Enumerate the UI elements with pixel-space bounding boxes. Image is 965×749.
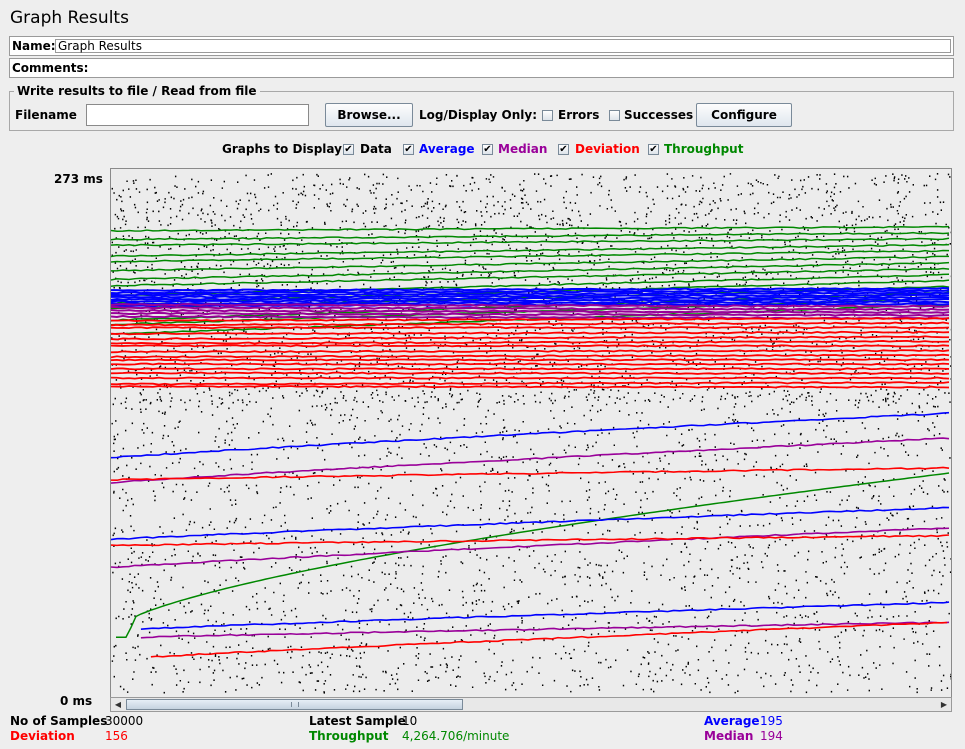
- median-checkbox[interactable]: ✔: [482, 144, 493, 155]
- throughput-line: [111, 255, 950, 272]
- average-line: [111, 411, 950, 459]
- throughput-line: [111, 237, 950, 247]
- configure-button[interactable]: Configure: [696, 103, 792, 127]
- y-min-label: 0 ms: [60, 694, 93, 708]
- y-max-label: 273 ms: [54, 172, 103, 186]
- average-line: [111, 296, 950, 301]
- name-label: Name:: [12, 39, 56, 53]
- deviation-line: [111, 349, 950, 354]
- deviation-line: [111, 330, 950, 336]
- throughput-legend-label: Throughput: [664, 142, 744, 156]
- throughput-line: [111, 261, 950, 281]
- average-line: [140, 601, 950, 630]
- median-line: [111, 308, 950, 314]
- name-input[interactable]: Graph Results: [55, 39, 951, 53]
- deviation-checkbox[interactable]: ✔: [558, 144, 569, 155]
- deviation-line: [111, 339, 950, 345]
- name-row: Name: Graph Results: [9, 36, 954, 56]
- page-title: Graph Results: [10, 8, 129, 28]
- throughput-trend-line: [115, 472, 950, 638]
- average-line: [111, 286, 950, 292]
- filename-label: Filename: [15, 108, 77, 122]
- successes-checkbox[interactable]: [609, 110, 620, 121]
- latest-sample-label: Latest Sample: [309, 714, 406, 728]
- deviation-line: [111, 358, 950, 362]
- comments-label: Comments:: [12, 61, 89, 75]
- samples-value: 30000: [105, 714, 144, 728]
- deviation-line: [111, 335, 950, 341]
- scrollbar-thumb[interactable]: [126, 699, 463, 710]
- file-panel-legend: Write results to file / Read from file: [14, 84, 260, 98]
- throughput-stat-label: Throughput: [309, 729, 389, 743]
- median-line: [111, 305, 950, 311]
- deviation-legend-label: Deviation: [575, 142, 640, 156]
- deviation-line: [111, 534, 950, 547]
- latest-sample-value: 10: [402, 714, 418, 728]
- deviation-line: [150, 621, 948, 658]
- grip-icon: [291, 702, 299, 707]
- average-line: [111, 293, 950, 299]
- deviation-line: [111, 317, 950, 322]
- median-line: [111, 303, 950, 308]
- deviation-line: [111, 321, 950, 327]
- scroll-left-icon[interactable]: ◀: [114, 700, 122, 709]
- deviation-stat-value: 156: [105, 729, 128, 743]
- median-line: [111, 527, 950, 569]
- horizontal-scrollbar[interactable]: ◀ ▶: [110, 697, 952, 712]
- filename-input[interactable]: [86, 104, 309, 126]
- average-checkbox[interactable]: ✔: [403, 144, 414, 155]
- average-line: [111, 289, 950, 295]
- deviation-line: [111, 385, 950, 389]
- errors-checkbox[interactable]: [542, 110, 553, 121]
- throughput-line: [111, 225, 950, 233]
- graph-plot: [110, 168, 952, 698]
- throughput-stat-value: 4,264.706/minute: [402, 729, 510, 743]
- throughput-line: [111, 249, 950, 263]
- average-line: [111, 302, 950, 308]
- deviation-line: [111, 367, 950, 371]
- file-panel: [9, 91, 954, 131]
- errors-label: Errors: [558, 108, 600, 122]
- deviation-line: [111, 381, 950, 386]
- deviation-line: [111, 466, 950, 482]
- median-stat-value: 194: [760, 729, 783, 743]
- data-checkbox[interactable]: ✔: [343, 144, 354, 155]
- comments-input[interactable]: [85, 61, 951, 75]
- deviation-line: [111, 353, 950, 359]
- browse-button[interactable]: Browse...: [325, 103, 413, 127]
- samples-label: No of Samples: [10, 714, 108, 728]
- deviation-line: [111, 376, 950, 380]
- median-line: [140, 621, 950, 639]
- throughput-line: [111, 267, 950, 287]
- graphs-to-display-label: Graphs to Display: [222, 142, 342, 156]
- deviation-line: [111, 344, 950, 348]
- median-line: [111, 437, 950, 484]
- average-line: [111, 506, 950, 541]
- scroll-right-icon[interactable]: ▶: [940, 700, 948, 709]
- deviation-line: [111, 362, 950, 366]
- throughput-checkbox[interactable]: ✔: [648, 144, 659, 155]
- average-stat-label: Average: [704, 714, 760, 728]
- median-legend-label: Median: [498, 142, 548, 156]
- deviation-stat-label: Deviation: [10, 729, 75, 743]
- deviation-line: [111, 371, 950, 375]
- data-legend-label: Data: [360, 142, 392, 156]
- throughput-line: [111, 231, 950, 241]
- successes-label: Successes: [624, 108, 694, 122]
- deviation-line: [111, 326, 950, 330]
- average-line: [111, 291, 950, 297]
- average-line: [111, 298, 950, 303]
- average-stat-value: 195: [760, 714, 783, 728]
- comments-row: Comments:: [9, 58, 954, 78]
- median-stat-label: Median: [704, 729, 754, 743]
- log-display-label: Log/Display Only:: [419, 108, 537, 122]
- average-legend-label: Average: [419, 142, 475, 156]
- median-line: [111, 312, 950, 317]
- average-line: [111, 300, 950, 305]
- throughput-line: [111, 243, 950, 258]
